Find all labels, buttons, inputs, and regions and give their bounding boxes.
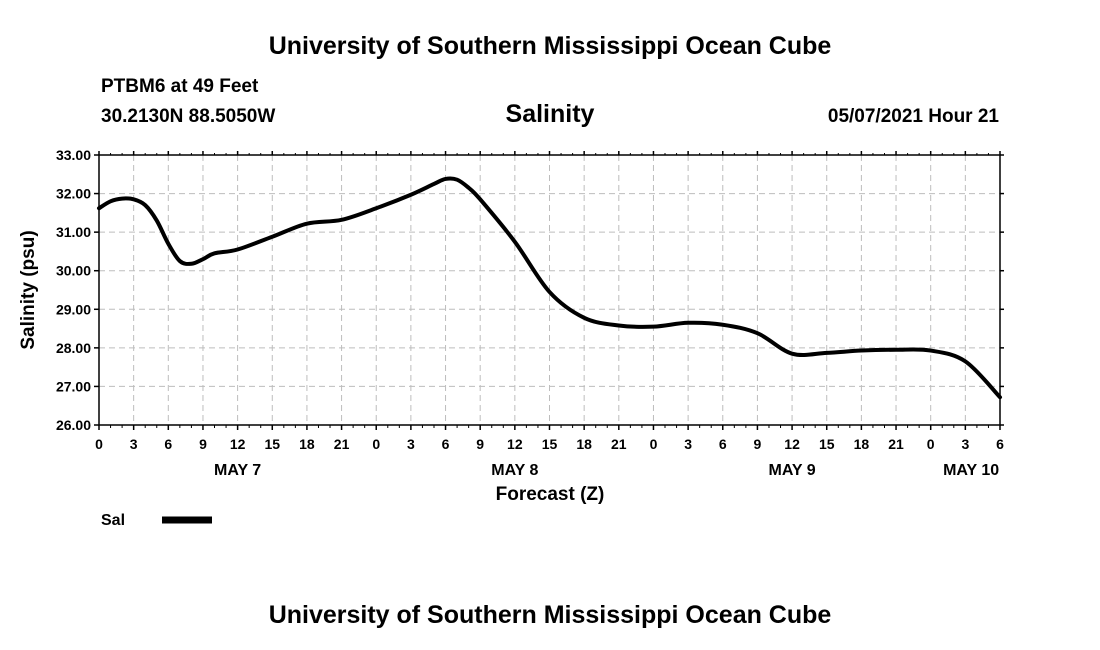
x-tick-label: 3	[684, 436, 692, 452]
y-tick-label: 33.00	[56, 147, 91, 163]
x-tick-label: 18	[576, 436, 592, 452]
y-tick-label: 32.00	[56, 186, 91, 202]
date-labels: MAY 7 MAY 8 MAY 9 MAY 10	[214, 462, 999, 479]
x-tick-label: 6	[996, 436, 1004, 452]
x-tick-label: 15	[264, 436, 280, 452]
x-tick-label: 15	[542, 436, 558, 452]
y-tick-label: 26.00	[56, 417, 91, 433]
x-tick-label: 9	[199, 436, 207, 452]
x-tick-label: 6	[164, 436, 172, 452]
station-label: PTBM6 at 49 Feet	[101, 76, 259, 97]
x-tick-labels: 0 3 6 9 12 15 18 21 0 3 6 9 12 15 18 21 0 3 6 9 12 15 18 21 0 3 6	[95, 436, 1004, 452]
chart-title-bottom: University of Southern Mississippi Ocean…	[268, 601, 832, 629]
x-tick-label: 12	[230, 436, 246, 452]
x-tick-label: 12	[784, 436, 800, 452]
legend-label-sal: Sal	[101, 512, 125, 529]
date-label: MAY 8	[491, 462, 538, 479]
chart-title-top: University of Southern Mississippi Ocean…	[268, 32, 832, 60]
x-tick-label: 21	[888, 436, 904, 452]
y-tick-labels: 26.00 27.00 28.00 29.00 30.00 31.00 32.00 33.00	[56, 147, 91, 433]
x-axis-label: Forecast (Z)	[496, 484, 605, 505]
x-tick-label: 9	[754, 436, 762, 452]
x-tick-label: 15	[819, 436, 835, 452]
x-tick-label: 3	[130, 436, 138, 452]
x-tick-label: 18	[854, 436, 870, 452]
x-tick-label: 3	[961, 436, 969, 452]
y-tick-label: 29.00	[56, 301, 91, 317]
plot-frame	[98, 154, 1001, 426]
x-tick-label: 0	[927, 436, 935, 452]
date-label: MAY 10	[943, 462, 999, 479]
y-axis-label: Salinity (psu)	[18, 230, 39, 349]
series-line-sal	[97, 176, 1002, 400]
x-tick-label: 21	[334, 436, 350, 452]
coordinates-label: 30.2130N 88.5050W	[101, 106, 276, 127]
x-tick-label: 12	[507, 436, 523, 452]
y-tick-label: 30.00	[56, 263, 91, 279]
x-tick-label: 9	[476, 436, 484, 452]
y-tick-label: 27.00	[56, 378, 91, 394]
date-label: MAY 7	[214, 462, 261, 479]
x-tick-label: 6	[442, 436, 450, 452]
x-tick-label: 0	[372, 436, 380, 452]
chart-title: Salinity	[505, 100, 595, 128]
date-label: MAY 9	[769, 462, 816, 479]
x-tick-label: 3	[407, 436, 415, 452]
y-tick-label: 31.00	[56, 224, 91, 240]
forecast-datetime: 05/07/2021 Hour 21	[827, 106, 999, 127]
x-tick-label: 6	[719, 436, 727, 452]
x-tick-label: 21	[611, 436, 627, 452]
y-tick-label: 28.00	[56, 340, 91, 356]
x-tick-label: 0	[650, 436, 658, 452]
grid-lines	[99, 155, 1000, 425]
x-tick-label: 18	[299, 436, 315, 452]
x-tick-label: 0	[95, 436, 103, 452]
